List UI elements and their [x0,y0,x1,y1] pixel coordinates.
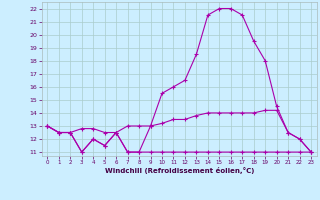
X-axis label: Windchill (Refroidissement éolien,°C): Windchill (Refroidissement éolien,°C) [105,167,254,174]
